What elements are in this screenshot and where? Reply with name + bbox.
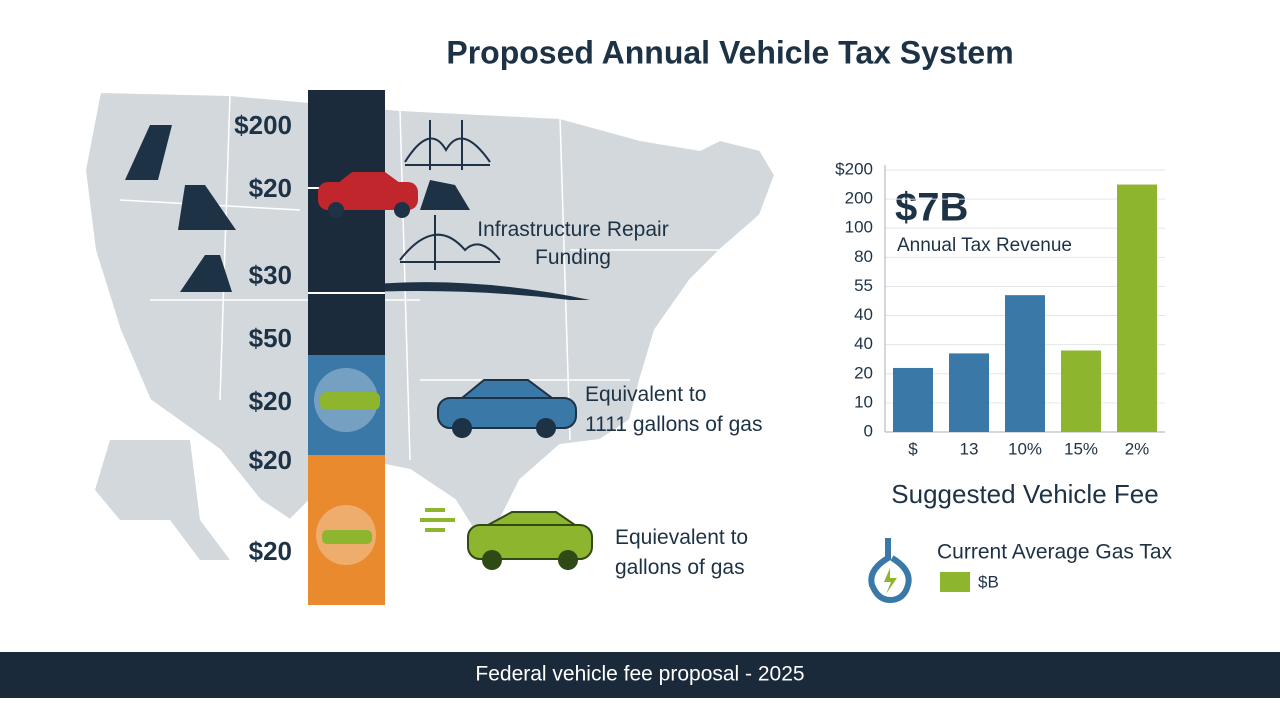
legend-title: Current Average Gas Tax [937, 541, 1173, 564]
car-blue [437, 379, 577, 438]
car-red [318, 172, 418, 218]
y-tick-label: 10 [854, 392, 873, 411]
mini-car [322, 530, 372, 544]
y-tick-label: 100 [845, 218, 873, 237]
bar [893, 367, 933, 432]
car-roof [338, 172, 400, 183]
car-wheel [394, 202, 410, 218]
note-line: Infrastructure Repair [477, 218, 668, 241]
fee-label: $20 [249, 173, 292, 203]
fee-label: $20 [249, 536, 292, 566]
road-icon [420, 180, 470, 210]
mini-car [320, 392, 380, 410]
bridge-icon [404, 120, 491, 170]
x-axis-title: Suggested Vehicle Fee [891, 479, 1158, 509]
y-tick-label: 0 [864, 421, 873, 440]
roads [125, 125, 590, 300]
bridge-icon [399, 215, 501, 270]
note-line: gallons of gas [615, 556, 745, 579]
y-tick-label: 20 [854, 363, 873, 382]
drop-icon [868, 538, 912, 604]
legend-label: $B [978, 572, 999, 591]
car-wheel [482, 550, 502, 570]
bridges [399, 120, 501, 270]
car-wheel [558, 550, 578, 570]
y-tick-label: $200 [835, 159, 873, 178]
car-green [420, 508, 593, 570]
car-wheel [328, 202, 344, 218]
bar [1061, 350, 1101, 432]
callout-headline: $7B [895, 186, 968, 230]
x-tick-label: 10% [1008, 439, 1042, 458]
road-icon [125, 125, 172, 180]
note-line: Equievalent to [615, 526, 748, 549]
car-roof [487, 511, 579, 526]
bar [1117, 184, 1157, 432]
note-line: 1111 gallons of gas [585, 413, 762, 436]
note: Infrastructure Repair Funding [477, 218, 668, 269]
note-line: Funding [535, 246, 611, 269]
road-icon [180, 255, 232, 292]
fee-label: $20 [249, 445, 292, 475]
fee-label: $30 [249, 260, 292, 290]
y-tick-label: 80 [854, 247, 873, 266]
footer [0, 652, 1280, 698]
x-tick-label: 13 [960, 439, 979, 458]
callout-label: Annual Tax Revenue [897, 235, 1072, 256]
bar [949, 353, 989, 432]
road-curve [365, 282, 590, 300]
alaska [95, 440, 230, 560]
y-tick-label: 40 [854, 334, 873, 353]
y-tick-label: 200 [845, 189, 873, 208]
note: Equivalent to 1111 gallons of gas [585, 383, 762, 436]
bolt [884, 568, 897, 594]
note-line: Equivalent to [585, 383, 706, 406]
car-wheel [452, 418, 472, 438]
gas-icon [868, 538, 912, 604]
road-icon [178, 185, 236, 230]
fee-segment [308, 90, 385, 355]
fee-label: $50 [249, 323, 292, 353]
car-roof [459, 379, 555, 399]
y-tick-label: 40 [854, 305, 873, 324]
x-tick-label: 2% [1125, 439, 1150, 458]
note: Equievalent to gallons of gas [615, 526, 748, 579]
title: Proposed Annual Vehicle Tax System [446, 34, 1013, 70]
fee-label: $200 [234, 110, 292, 140]
legend-swatch [940, 572, 970, 592]
car-wheel [536, 418, 556, 438]
x-tick-label: $ [908, 439, 918, 458]
us-map [83, 90, 777, 542]
x-tick-label: 15% [1064, 439, 1098, 458]
plug-icon [420, 508, 455, 532]
footer-text: Federal vehicle fee proposal - 2025 [475, 663, 804, 686]
fee-label: $20 [249, 386, 292, 416]
bar [1005, 295, 1045, 432]
car-body [318, 182, 418, 210]
y-tick-label: 55 [854, 276, 873, 295]
